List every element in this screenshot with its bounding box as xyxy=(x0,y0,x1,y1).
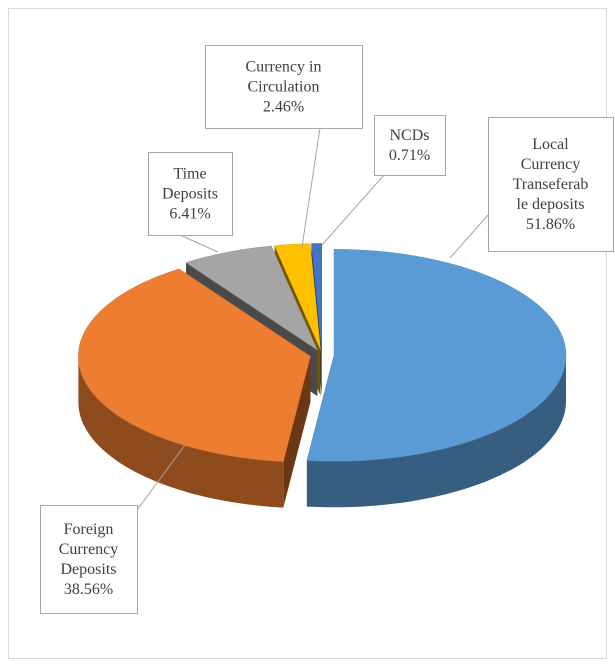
leader-line xyxy=(136,444,186,511)
slice xyxy=(311,243,322,350)
slice xyxy=(78,268,311,508)
value-label: 6.41% xyxy=(169,206,210,223)
value-label: 51.86% xyxy=(526,216,575,233)
slice xyxy=(306,249,567,462)
label-box xyxy=(488,117,614,252)
label-box xyxy=(374,115,446,176)
slice-side xyxy=(78,356,284,508)
category-label: Foreign Currency Deposits xyxy=(59,521,119,578)
slice xyxy=(306,249,567,508)
value-label: 2.46% xyxy=(263,99,304,116)
value-label: 38.56% xyxy=(64,581,113,598)
label-box xyxy=(40,505,138,614)
label-box xyxy=(205,45,363,129)
slice xyxy=(78,268,311,462)
category-label: Local Currency Transeferab le deposits xyxy=(513,136,589,213)
slice xyxy=(274,243,321,350)
slice-side xyxy=(306,355,566,508)
category-label: Time Deposits xyxy=(162,166,218,203)
leader-line xyxy=(301,127,321,248)
label-box xyxy=(148,152,233,236)
category-label: NCDs xyxy=(389,127,429,144)
leader-line xyxy=(179,234,219,253)
value-label: 0.71% xyxy=(389,147,430,164)
leader-line xyxy=(449,214,489,259)
slice xyxy=(185,245,318,351)
category-label: Currency in Circulation xyxy=(246,59,322,96)
leader-line xyxy=(321,174,385,246)
